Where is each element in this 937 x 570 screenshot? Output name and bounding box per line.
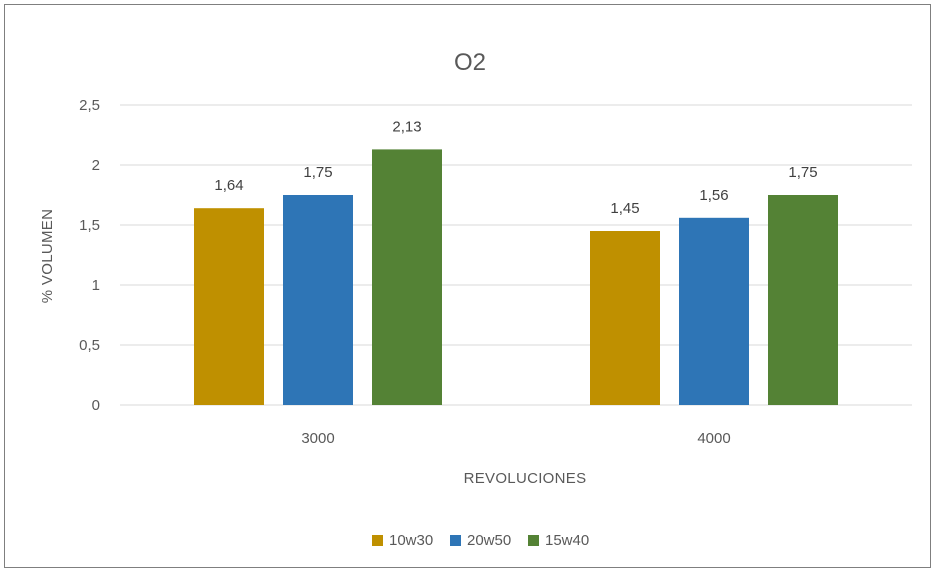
y-tick-label: 2,5 bbox=[79, 97, 100, 114]
y-tick-label: 1,5 bbox=[79, 217, 100, 234]
legend-swatch-10w30 bbox=[372, 535, 383, 546]
data-labels: 1,64 1,75 2,13 1,45 1,56 1,75 bbox=[214, 118, 817, 217]
legend-swatch-15w40 bbox=[528, 535, 539, 546]
y-tick-label: 1 bbox=[92, 277, 100, 294]
y-tick-label: 2 bbox=[92, 157, 100, 174]
legend: 10w30 20w50 15w40 bbox=[372, 532, 589, 549]
data-label-20w50-3000: 1,75 bbox=[303, 164, 332, 181]
legend-label-10w30: 10w30 bbox=[389, 532, 433, 549]
bar-10w30-4000 bbox=[590, 231, 660, 405]
x-tick-label: 4000 bbox=[697, 430, 730, 447]
data-label-20w50-4000: 1,56 bbox=[699, 187, 728, 204]
y-axis-ticks: 0 0,5 1 1,5 2 2,5 bbox=[79, 97, 100, 414]
data-label-10w30-3000: 1,64 bbox=[214, 177, 243, 194]
bar-15w40-4000 bbox=[768, 195, 838, 405]
bars bbox=[194, 149, 838, 405]
chart-title: O2 bbox=[454, 49, 486, 76]
bar-20w50-3000 bbox=[283, 195, 353, 405]
y-tick-label: 0 bbox=[92, 397, 100, 414]
x-axis-label: REVOLUCIONES bbox=[464, 470, 587, 487]
bar-20w50-4000 bbox=[679, 217, 749, 405]
y-tick-label: 0,5 bbox=[79, 337, 100, 354]
data-label-15w40-3000: 2,13 bbox=[392, 118, 421, 135]
data-label-15w40-4000: 1,75 bbox=[788, 164, 817, 181]
bar-15w40-3000 bbox=[372, 149, 442, 405]
legend-swatch-20w50 bbox=[450, 535, 461, 546]
legend-label-15w40: 15w40 bbox=[545, 532, 589, 549]
bar-10w30-3000 bbox=[194, 208, 264, 405]
legend-label-20w50: 20w50 bbox=[467, 532, 511, 549]
x-axis-ticks: 3000 4000 bbox=[301, 430, 730, 447]
data-label-10w30-4000: 1,45 bbox=[610, 200, 639, 217]
x-tick-label: 3000 bbox=[301, 430, 334, 447]
y-axis-label: % VOLUMEN bbox=[39, 209, 56, 303]
